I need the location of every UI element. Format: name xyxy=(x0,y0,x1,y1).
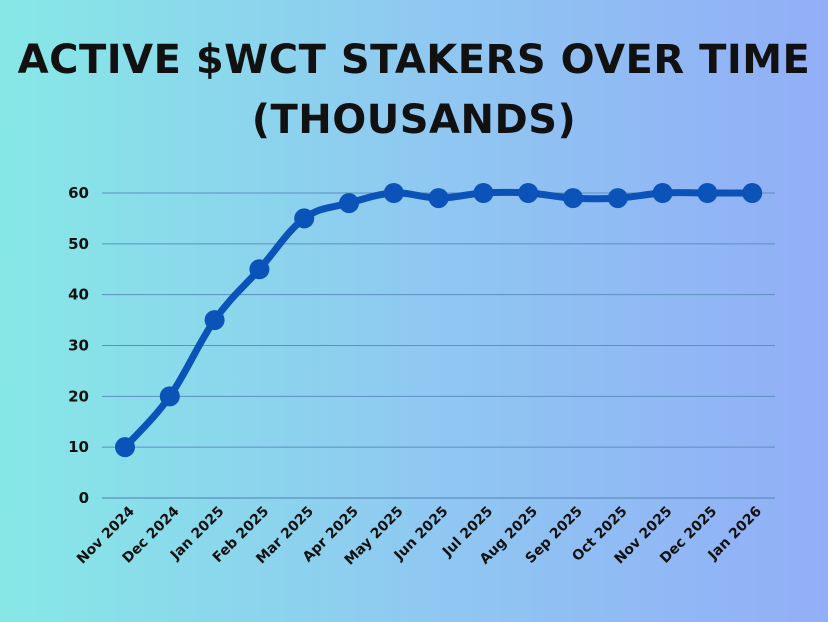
data-point xyxy=(249,259,270,280)
y-tick-label: 20 xyxy=(68,387,89,405)
y-tick-label: 0 xyxy=(79,489,89,507)
data-point xyxy=(294,208,315,229)
data-point xyxy=(204,310,225,331)
data-point xyxy=(473,183,494,203)
data-point xyxy=(563,188,583,209)
data-point xyxy=(383,183,404,203)
data-point xyxy=(697,183,718,203)
data-point xyxy=(742,183,763,203)
y-tick-label: 30 xyxy=(68,337,89,355)
y-tick-label: 50 xyxy=(68,235,89,253)
chart-title: ACTIVE $WCT STAKERS OVER TIME (THOUSANDS… xyxy=(0,30,828,150)
y-tick-label: 10 xyxy=(68,438,89,456)
data-point xyxy=(652,183,673,203)
data-point xyxy=(428,188,449,209)
data-point xyxy=(339,193,359,214)
y-tick-label: 60 xyxy=(68,184,89,202)
y-tick-label: 40 xyxy=(68,286,89,304)
data-point xyxy=(607,188,628,209)
chart-title-line-1: ACTIVE $WCT STAKERS OVER TIME xyxy=(17,37,811,83)
chart-title-line-2: (THOUSANDS) xyxy=(251,97,577,143)
data-point xyxy=(159,386,180,407)
data-point xyxy=(115,437,135,458)
data-point xyxy=(518,183,539,203)
